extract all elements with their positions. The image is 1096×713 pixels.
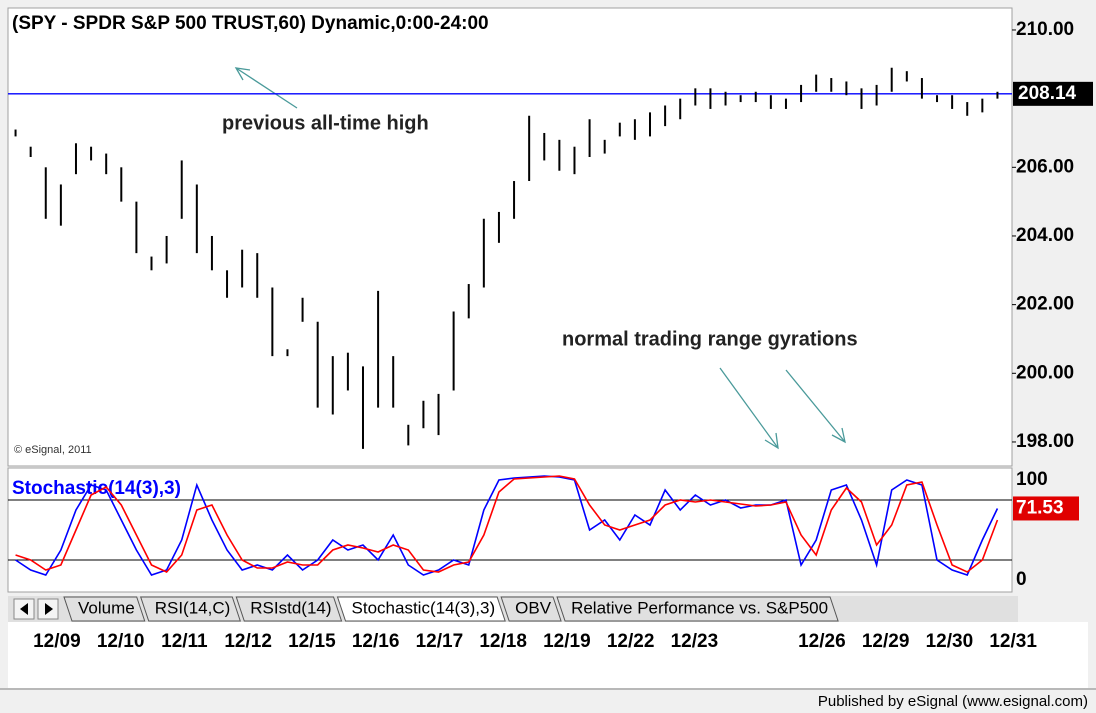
tab-shape bbox=[63, 596, 146, 622]
tab[interactable]: OBV bbox=[500, 596, 562, 622]
tab-shape bbox=[140, 596, 241, 622]
price-panel bbox=[7, 7, 1013, 467]
arrows bbox=[234, 67, 846, 450]
x-tick-label: 12/26 bbox=[798, 631, 846, 652]
date-strip bbox=[8, 622, 1088, 688]
x-tick-label: 12/12 bbox=[224, 631, 272, 652]
tab-label: OBV bbox=[515, 598, 552, 617]
x-tick-label: 12/30 bbox=[926, 631, 974, 652]
annotation: previous all-time high bbox=[222, 112, 429, 134]
indicator-title: Stochastic(14(3),3) bbox=[12, 478, 181, 499]
y-tick-label: 202.00 bbox=[1016, 294, 1074, 315]
scroll-left-icon bbox=[20, 603, 28, 615]
y-tick-label: 206.00 bbox=[1016, 156, 1074, 177]
y-tick-label: 204.00 bbox=[1016, 225, 1074, 246]
tab-shape bbox=[500, 596, 562, 622]
tab[interactable]: Relative Performance vs. S&P500 bbox=[556, 596, 839, 622]
tab-shape bbox=[556, 596, 839, 622]
last-price-label: 208.14 bbox=[1018, 83, 1077, 104]
last-value-label: 71.53 bbox=[1016, 497, 1064, 518]
y-tick-label: 198.00 bbox=[1016, 431, 1074, 452]
stoch-line bbox=[15, 475, 999, 573]
x-tick-label: 12/17 bbox=[416, 631, 464, 652]
x-tick-label: 12/16 bbox=[352, 631, 400, 652]
x-tick-label: 12/11 bbox=[161, 631, 208, 652]
x-tick-label: 12/31 bbox=[989, 631, 1037, 652]
y-tick-label: 0 bbox=[1016, 569, 1027, 590]
tab-label: Stochastic(14(3),3) bbox=[352, 598, 496, 617]
y-tick-label: 210.00 bbox=[1016, 19, 1074, 40]
y-tick-label: 100 bbox=[1016, 469, 1048, 490]
tab[interactable]: Stochastic(14(3),3) bbox=[336, 596, 506, 622]
x-tick-label: 12/18 bbox=[479, 631, 527, 652]
tab[interactable]: RSI(14,C) bbox=[140, 596, 241, 622]
tab[interactable]: Volume bbox=[63, 596, 146, 622]
footer-text: Published by eSignal (www.esignal.com) bbox=[818, 693, 1088, 710]
annotation: normal trading range gyrations bbox=[562, 328, 858, 350]
x-tick-label: 12/22 bbox=[607, 631, 655, 652]
tab-shape bbox=[336, 596, 506, 622]
tab-label: Relative Performance vs. S&P500 bbox=[571, 598, 828, 617]
stoch-panel bbox=[7, 467, 1013, 593]
stoch-line bbox=[15, 475, 999, 576]
tab[interactable]: RSIstd(14) bbox=[235, 596, 343, 622]
x-tick-label: 12/23 bbox=[671, 631, 719, 652]
tab-label: Volume bbox=[78, 598, 135, 617]
last-value-box bbox=[1013, 496, 1079, 521]
tab-label: RSI(14,C) bbox=[155, 598, 231, 617]
copyright: © eSignal, 2011 bbox=[14, 444, 92, 456]
x-tick-label: 12/10 bbox=[97, 631, 145, 652]
tab-label: RSIstd(14) bbox=[250, 598, 331, 617]
scroll-right-icon bbox=[45, 603, 53, 615]
x-tick-label: 12/15 bbox=[288, 631, 336, 652]
x-tick-label: 12/09 bbox=[33, 631, 81, 652]
chart-title: (SPY - SPDR S&P 500 TRUST,60) Dynamic,0:… bbox=[12, 13, 489, 34]
last-price-box bbox=[1013, 81, 1093, 106]
tab-shape bbox=[235, 596, 343, 622]
x-tick-label: 12/19 bbox=[543, 631, 591, 652]
y-tick-label: 200.00 bbox=[1016, 362, 1074, 383]
x-tick-label: 12/29 bbox=[862, 631, 910, 652]
